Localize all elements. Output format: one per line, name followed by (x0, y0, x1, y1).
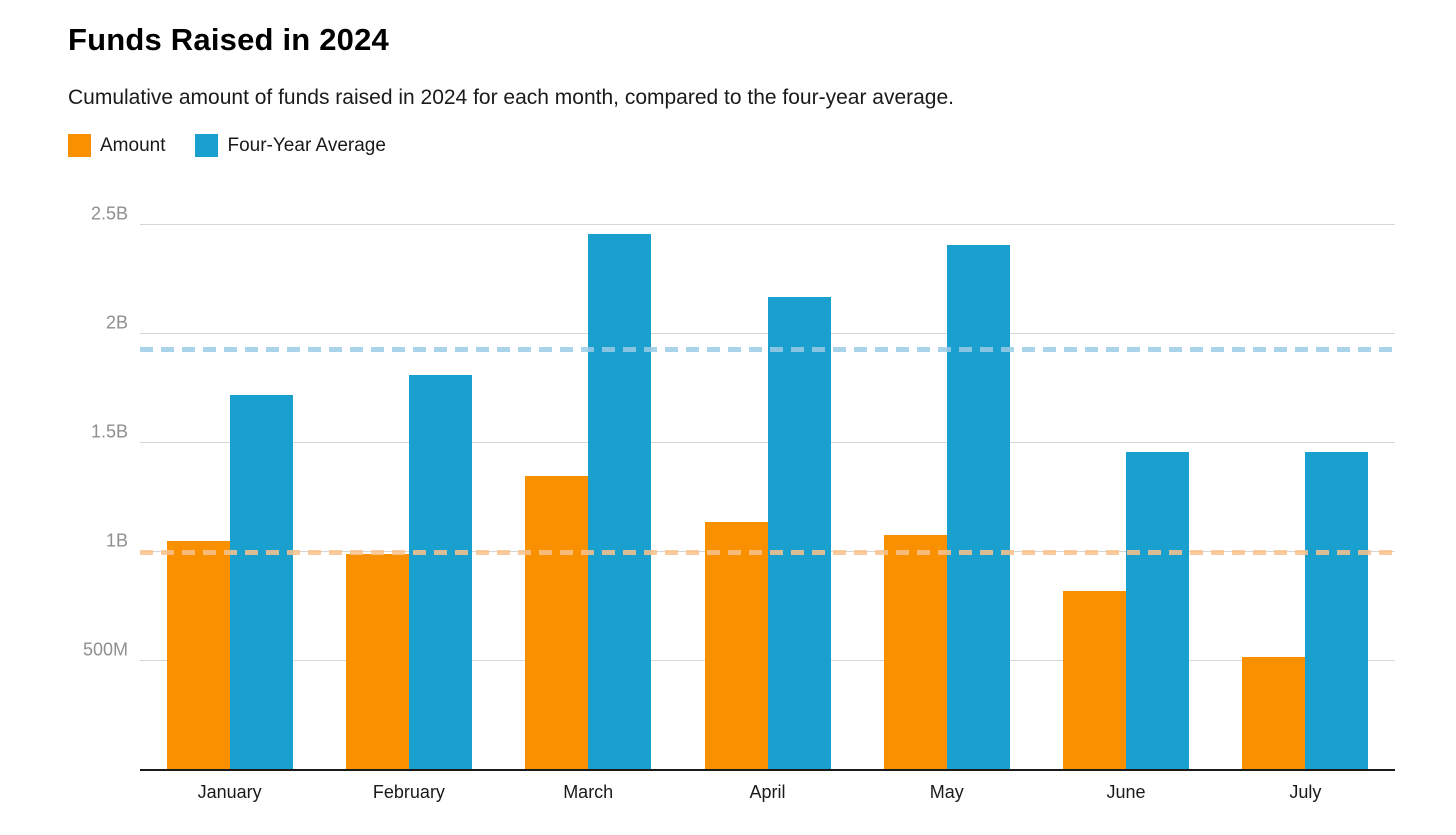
y-tick-label-2b: 2B (105, 312, 128, 333)
x-label-july: July (1289, 782, 1322, 802)
chart-subtitle: Cumulative amount of funds raised in 202… (68, 86, 954, 109)
bar-amount-may (883, 534, 947, 770)
y-tick-label-2-5b: 2.5B (90, 203, 128, 224)
y-tick-label-1-5b: 1.5B (90, 421, 128, 442)
legend-swatch-amount (68, 134, 91, 157)
bar-four-year-average-january (229, 395, 293, 770)
y-tick-label-500m: 500M (82, 639, 128, 660)
legend-label-four-year-average: Four-Year Average (227, 134, 386, 156)
bar-four-year-average-february (408, 375, 472, 770)
x-label-may: May (929, 782, 964, 802)
bar-amount-january (166, 541, 230, 770)
legend-item-amount: Amount (68, 134, 165, 157)
legend-swatch-four-year-average (195, 134, 219, 157)
y-tick-label-1b: 1B (105, 530, 128, 551)
x-label-february: February (372, 782, 445, 802)
bar-four-year-average-may (946, 244, 1010, 770)
bar-amount-june (1063, 591, 1127, 770)
x-label-april: April (749, 782, 786, 802)
legend-item-four-year-average: Four-Year Average (195, 134, 386, 157)
bar-four-year-average-june (1126, 451, 1190, 770)
chart-legend: Amount Four-Year Average (68, 134, 386, 157)
bar-four-year-average-march (588, 233, 652, 770)
bar-amount-march (525, 475, 589, 770)
x-label-january: January (197, 782, 262, 802)
x-label-march: March (563, 782, 614, 802)
bar-amount-february (345, 554, 409, 770)
legend-label-amount: Amount (100, 134, 166, 156)
gridline-2-5b (140, 224, 1395, 226)
bar-amount-july (1242, 656, 1306, 770)
x-axis-line (140, 769, 1395, 771)
bar-four-year-average-april (767, 297, 831, 770)
x-label-june: June (1106, 782, 1146, 802)
bar-amount-april (704, 521, 768, 770)
amount-overall-average-line (140, 549, 1395, 555)
plot-area: 500M 1B 1.5B 2B 2.5B January February March Apri… (83, 200, 1395, 802)
chart-title: Funds Raised in 2024 (68, 22, 389, 57)
four-year-overall-average-line (140, 346, 1395, 352)
bar-four-year-average-july (1305, 451, 1369, 770)
